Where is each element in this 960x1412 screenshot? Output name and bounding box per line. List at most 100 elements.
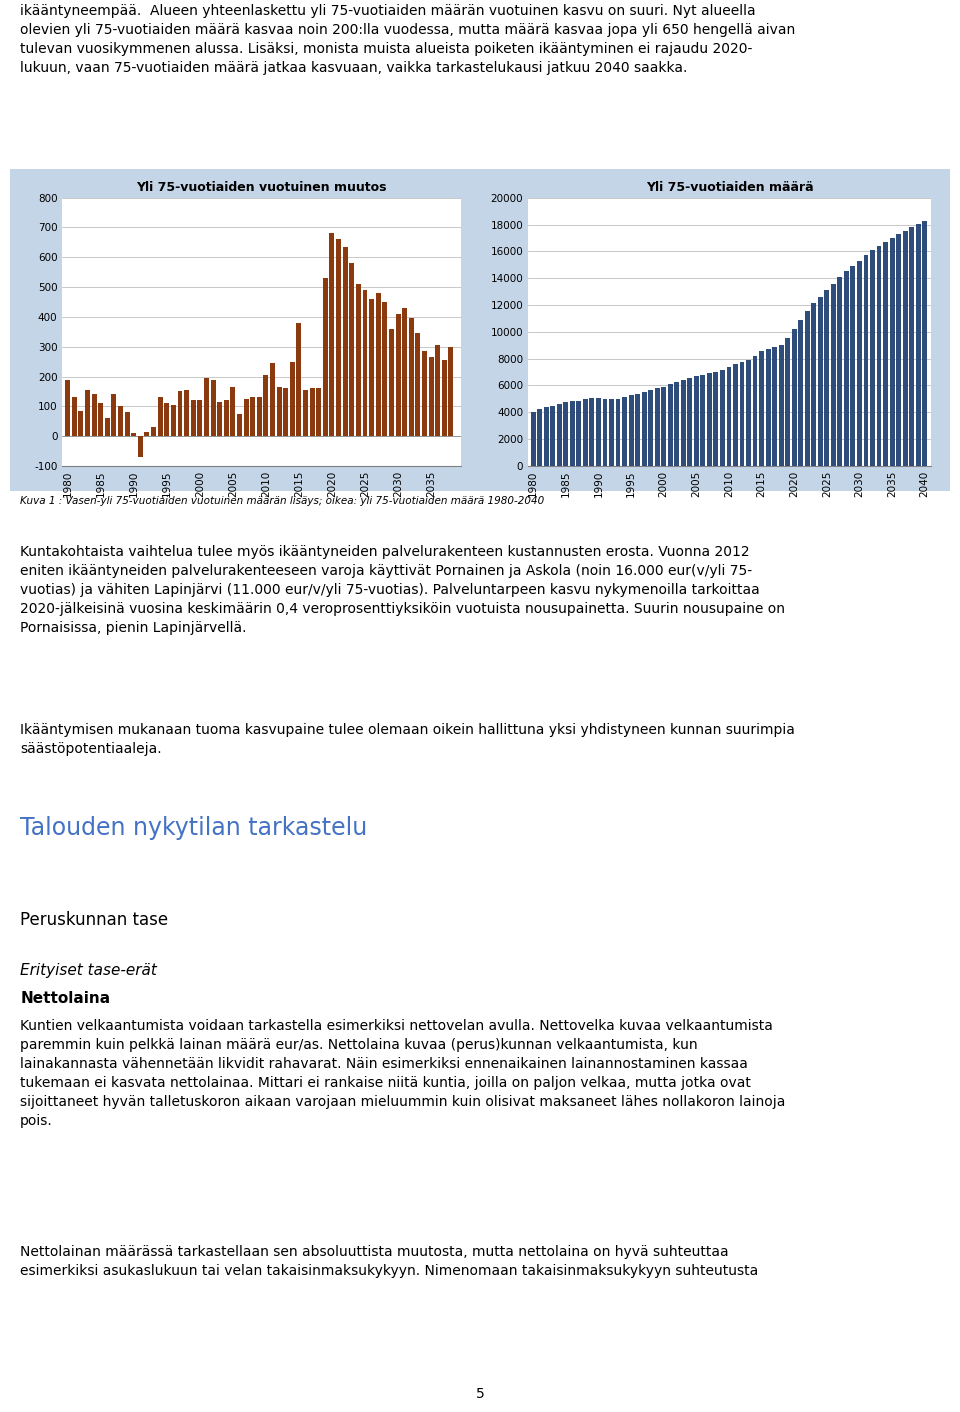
Bar [538, 409, 542, 466]
Bar [772, 347, 777, 466]
Bar [792, 329, 797, 466]
Bar [753, 356, 757, 466]
Bar [909, 227, 914, 466]
Bar [363, 289, 368, 436]
Bar [766, 349, 771, 466]
Text: Kuntien velkaantumista voidaan tarkastella esimerkiksi nettovelan avulla. Nettov: Kuntien velkaantumista voidaan tarkastel… [20, 1019, 785, 1128]
Text: Peruskunnan tase: Peruskunnan tase [20, 911, 168, 929]
Bar [138, 436, 143, 457]
Bar [863, 256, 869, 466]
Bar [157, 397, 162, 436]
Bar [570, 401, 575, 466]
Bar [629, 395, 634, 466]
Bar [870, 250, 875, 466]
Bar [270, 363, 275, 436]
Bar [668, 384, 673, 466]
Bar [416, 333, 420, 436]
Bar [171, 405, 176, 436]
Bar [382, 302, 387, 436]
Bar [251, 397, 255, 436]
Bar [883, 241, 888, 466]
Bar [636, 394, 640, 466]
Bar [316, 388, 322, 436]
Bar [276, 387, 281, 436]
Text: Erityiset tase-erät: Erityiset tase-erät [20, 963, 157, 979]
Bar [178, 391, 182, 436]
Bar [916, 225, 921, 466]
Bar [132, 433, 136, 436]
Bar [543, 407, 549, 466]
Bar [422, 352, 427, 436]
Bar [303, 390, 308, 436]
Bar [151, 428, 156, 436]
Bar [323, 278, 327, 436]
Bar [896, 234, 901, 466]
Bar [609, 398, 614, 466]
Bar [210, 380, 215, 436]
Bar [204, 378, 209, 436]
Text: Talouden nykytilan tarkastelu: Talouden nykytilan tarkastelu [20, 816, 368, 840]
Bar [98, 404, 103, 436]
Bar [694, 376, 699, 466]
Title: Yli 75-vuotiaiden määrä: Yli 75-vuotiaiden määrä [646, 181, 813, 193]
Bar [890, 239, 895, 466]
Bar [818, 297, 823, 466]
Bar [622, 397, 627, 466]
Bar [720, 370, 725, 466]
Bar [681, 380, 685, 466]
Bar [589, 398, 594, 466]
Bar [902, 230, 907, 466]
Bar [224, 401, 228, 436]
Bar [435, 345, 440, 436]
Bar [687, 378, 692, 466]
Bar [297, 323, 301, 436]
Bar [85, 390, 90, 436]
Bar [583, 400, 588, 466]
Bar [727, 367, 732, 466]
Bar [531, 412, 536, 466]
Bar [65, 380, 70, 436]
Bar [844, 271, 849, 466]
Bar [72, 397, 77, 436]
Bar [402, 308, 407, 436]
Bar [217, 402, 222, 436]
Bar [779, 345, 783, 466]
Bar [230, 387, 235, 436]
Bar [448, 347, 453, 436]
Bar [198, 401, 203, 436]
Bar [857, 261, 862, 466]
Bar [164, 404, 169, 436]
Bar [396, 313, 400, 436]
Text: Nettolainan määrässä tarkastellaan sen absoluuttista muutosta, mutta nettolaina : Nettolainan määrässä tarkastellaan sen a… [20, 1245, 758, 1278]
Bar [91, 394, 97, 436]
Bar [707, 373, 711, 466]
Bar [804, 311, 809, 466]
Bar [310, 388, 315, 436]
Bar [799, 319, 804, 466]
Bar [428, 357, 434, 436]
Bar [876, 246, 881, 466]
Bar [125, 412, 130, 436]
Bar [442, 360, 446, 436]
Bar [923, 222, 927, 466]
Text: 5: 5 [475, 1387, 485, 1401]
Bar [811, 304, 816, 466]
Bar [576, 401, 582, 466]
Bar [409, 318, 414, 436]
Bar [349, 263, 354, 436]
Bar [557, 404, 562, 466]
Bar [701, 376, 706, 466]
Bar [290, 361, 295, 436]
Bar [343, 247, 348, 436]
Bar [283, 388, 288, 436]
Bar [184, 390, 189, 436]
Text: Kuva 1 : Vasen-yli 75-vuotiaiden vuotuinen määrän lisäys; oikea: yli 75-vuotiaid: Kuva 1 : Vasen-yli 75-vuotiaiden vuotuin… [20, 496, 544, 505]
Bar [329, 233, 334, 436]
Bar [825, 289, 829, 466]
Text: Ikääntymisen mukanaan tuoma kasvupaine tulee olemaan oikein hallittuna yksi yhdi: Ikääntymisen mukanaan tuoma kasvupaine t… [20, 723, 795, 755]
Bar [111, 394, 116, 436]
Bar [263, 376, 269, 436]
Bar [603, 400, 608, 466]
Bar [785, 337, 790, 466]
Bar [191, 401, 196, 436]
